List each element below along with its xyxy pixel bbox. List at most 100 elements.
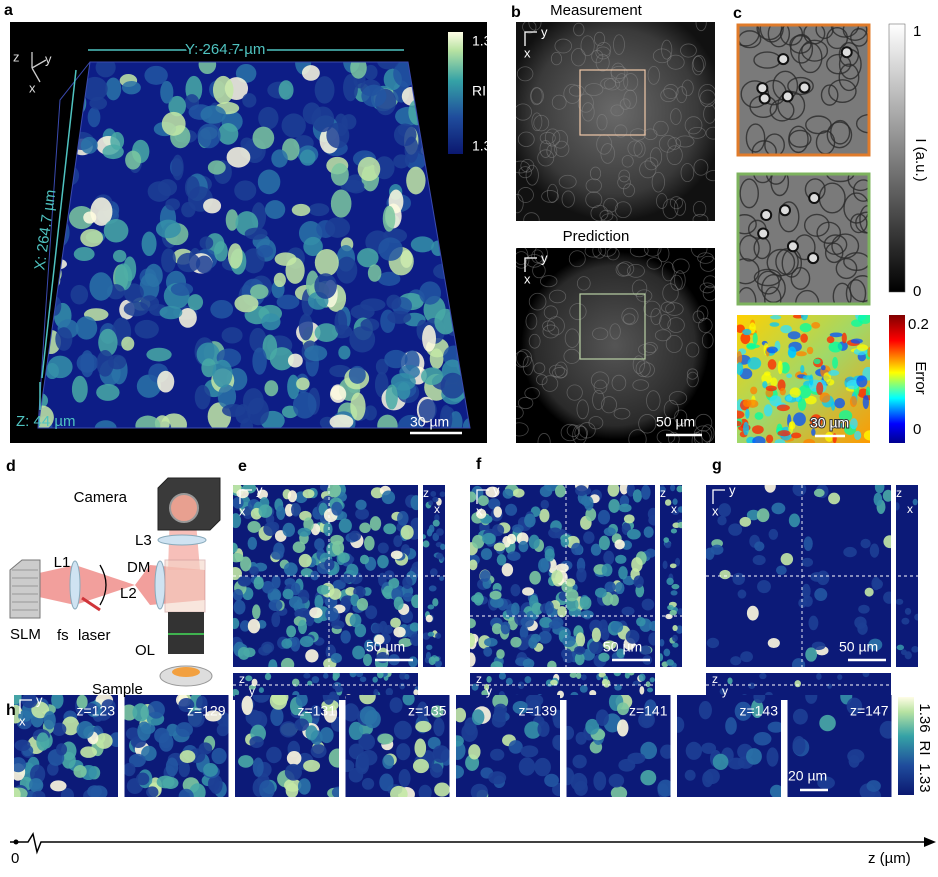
cell [356, 671, 363, 677]
bright-cell [757, 83, 767, 93]
cell [537, 721, 549, 737]
cell [523, 659, 535, 669]
cell [426, 615, 433, 623]
cell [360, 298, 385, 311]
cell [648, 515, 661, 526]
label: 1.36 [916, 703, 933, 732]
cell [104, 219, 129, 242]
cell [870, 543, 879, 557]
cell [685, 770, 696, 781]
label: z (µm) [868, 850, 911, 867]
cell [286, 783, 299, 798]
cell [311, 744, 327, 758]
cell [8, 787, 21, 801]
cell [671, 529, 677, 534]
label: 1.33 [916, 763, 933, 792]
label: 50 µm [603, 639, 642, 655]
cell [434, 783, 450, 797]
error-blob [833, 433, 837, 443]
cell [486, 676, 491, 683]
cell [440, 544, 445, 550]
cell [161, 248, 176, 272]
cell [411, 595, 422, 608]
cell [480, 570, 491, 582]
cell [617, 702, 629, 715]
error-blob [800, 334, 808, 343]
cell [858, 605, 870, 614]
label: y [541, 250, 548, 265]
slm [10, 560, 40, 618]
cell [502, 563, 513, 576]
cell [406, 167, 425, 195]
cell [158, 179, 177, 196]
cell [252, 347, 267, 374]
bright-cell [761, 210, 771, 220]
cell [355, 508, 369, 520]
cell [276, 505, 285, 519]
cell [562, 636, 575, 647]
cell [670, 563, 677, 568]
cell [581, 610, 594, 619]
cell [90, 785, 107, 800]
error-blob [801, 310, 808, 320]
cell [360, 555, 369, 564]
cell [795, 680, 801, 687]
cell [298, 778, 311, 794]
cell [308, 203, 329, 216]
cell [512, 524, 524, 533]
error-blob [766, 386, 777, 392]
cell [540, 500, 549, 509]
cell [247, 521, 260, 533]
cell [748, 683, 755, 689]
error-blob [747, 400, 758, 408]
cell [428, 632, 435, 637]
cell [323, 673, 328, 679]
cell [539, 509, 549, 523]
bright-cell [760, 93, 770, 103]
cell [672, 625, 677, 631]
colorbar [448, 32, 463, 154]
cell [157, 371, 174, 393]
cell [719, 570, 730, 579]
cell [364, 405, 377, 420]
cell [672, 643, 678, 648]
cell [914, 614, 921, 621]
cell [238, 576, 252, 587]
cell [727, 677, 732, 684]
cell [428, 500, 433, 505]
cell [576, 568, 586, 583]
label: 0 [913, 283, 921, 300]
cell [383, 523, 396, 534]
cell [677, 485, 684, 492]
cell [663, 649, 670, 657]
colorbar [889, 24, 905, 292]
cell [672, 635, 678, 642]
lens [70, 561, 80, 609]
cell [279, 80, 294, 100]
cell [329, 749, 347, 768]
label: L1 [54, 554, 71, 571]
cell [528, 637, 537, 649]
error-blob [800, 365, 804, 373]
cell [74, 247, 95, 261]
cell [611, 621, 624, 633]
cell [757, 508, 770, 522]
error-blob [786, 374, 792, 378]
cell [686, 742, 702, 760]
label: x [524, 45, 531, 60]
cell [245, 228, 268, 240]
error-blob [858, 313, 872, 324]
cell [270, 707, 283, 726]
cell [792, 658, 805, 672]
laser-arrow [82, 598, 100, 610]
cell [382, 491, 395, 505]
cell [433, 718, 444, 737]
error-blob [796, 351, 807, 356]
cell [622, 607, 635, 616]
cell [608, 482, 620, 497]
cell [391, 550, 403, 559]
cell [188, 294, 203, 310]
cell [339, 760, 354, 772]
cell [44, 711, 56, 729]
cell [370, 516, 381, 531]
